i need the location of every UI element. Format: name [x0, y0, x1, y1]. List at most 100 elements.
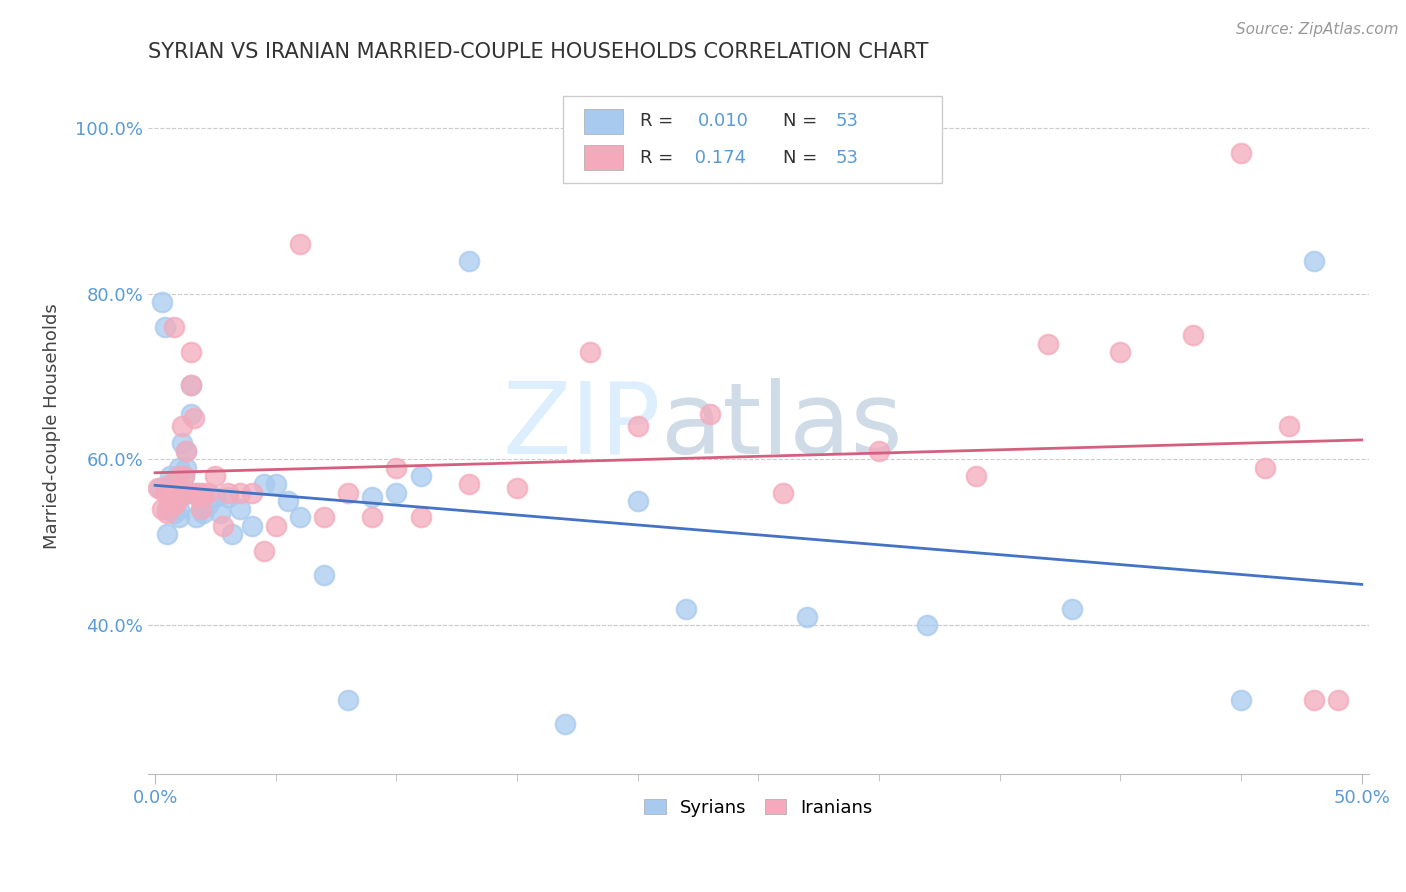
- Point: [578, 344, 600, 359]
- Text: R =: R =: [640, 149, 679, 167]
- Point: [150, 295, 173, 310]
- Legend: Syrians, Iranians: Syrians, Iranians: [637, 792, 880, 824]
- Point: [197, 485, 219, 500]
- Point: [675, 601, 697, 615]
- Point: [1109, 344, 1132, 359]
- Point: [159, 490, 181, 504]
- Point: [150, 502, 173, 516]
- Point: [209, 506, 232, 520]
- Point: [772, 485, 794, 500]
- Point: [187, 485, 209, 500]
- Text: R =: R =: [640, 112, 679, 130]
- Point: [337, 485, 360, 500]
- Point: [156, 502, 179, 516]
- Point: [177, 485, 200, 500]
- Point: [163, 506, 186, 520]
- Point: [217, 485, 239, 500]
- Point: [506, 482, 529, 496]
- Point: [159, 469, 181, 483]
- Point: [1302, 692, 1324, 706]
- Point: [457, 477, 479, 491]
- Text: atlas: atlas: [661, 378, 903, 475]
- Point: [288, 510, 311, 524]
- Point: [312, 568, 335, 582]
- Point: [1278, 419, 1301, 434]
- Point: [190, 502, 212, 516]
- Point: [160, 490, 183, 504]
- Point: [337, 692, 360, 706]
- Point: [176, 460, 198, 475]
- Point: [187, 490, 209, 504]
- Point: [627, 419, 650, 434]
- Text: 0.010: 0.010: [697, 112, 748, 130]
- Point: [1181, 328, 1204, 343]
- Point: [159, 477, 181, 491]
- Point: [240, 518, 263, 533]
- Point: [160, 482, 183, 496]
- Point: [166, 485, 188, 500]
- Point: [1036, 336, 1059, 351]
- Point: [183, 411, 205, 425]
- Point: [211, 518, 233, 533]
- Point: [264, 477, 287, 491]
- Text: ZIP: ZIP: [502, 378, 661, 475]
- Point: [312, 510, 335, 524]
- Point: [167, 510, 190, 524]
- Point: [264, 518, 287, 533]
- Point: [554, 717, 576, 731]
- Point: [240, 485, 263, 500]
- FancyBboxPatch shape: [562, 96, 942, 183]
- Point: [146, 482, 169, 496]
- Point: [166, 494, 188, 508]
- Point: [699, 407, 721, 421]
- Point: [180, 344, 202, 359]
- Point: [153, 485, 176, 500]
- Point: [204, 469, 226, 483]
- Point: [193, 506, 215, 520]
- Point: [1230, 692, 1253, 706]
- Point: [627, 494, 650, 508]
- Point: [221, 527, 243, 541]
- Point: [796, 609, 818, 624]
- Point: [180, 407, 202, 421]
- Point: [173, 469, 195, 483]
- Point: [965, 469, 987, 483]
- Point: [1062, 601, 1084, 615]
- Point: [176, 444, 198, 458]
- Point: [170, 419, 193, 434]
- Point: [385, 485, 408, 500]
- Point: [1326, 692, 1348, 706]
- Point: [868, 444, 890, 458]
- FancyBboxPatch shape: [583, 145, 623, 170]
- Point: [917, 618, 939, 632]
- FancyBboxPatch shape: [583, 109, 623, 134]
- Point: [253, 543, 276, 558]
- Text: N =: N =: [783, 112, 823, 130]
- Point: [176, 444, 198, 458]
- Point: [228, 485, 250, 500]
- Point: [163, 477, 186, 491]
- Point: [160, 498, 183, 512]
- Point: [170, 436, 193, 450]
- Text: Source: ZipAtlas.com: Source: ZipAtlas.com: [1236, 22, 1399, 37]
- Point: [385, 460, 408, 475]
- Point: [277, 494, 299, 508]
- Point: [177, 485, 200, 500]
- Text: N =: N =: [783, 149, 823, 167]
- Point: [153, 320, 176, 334]
- Point: [361, 490, 384, 504]
- Text: 53: 53: [835, 112, 859, 130]
- Point: [409, 510, 432, 524]
- Point: [253, 477, 276, 491]
- Point: [149, 482, 172, 496]
- Point: [173, 469, 195, 483]
- Point: [183, 485, 205, 500]
- Point: [184, 485, 207, 500]
- Point: [204, 490, 226, 504]
- Point: [167, 502, 190, 516]
- Point: [190, 502, 212, 516]
- Point: [457, 253, 479, 268]
- Point: [1254, 460, 1277, 475]
- Point: [156, 527, 179, 541]
- Point: [361, 510, 384, 524]
